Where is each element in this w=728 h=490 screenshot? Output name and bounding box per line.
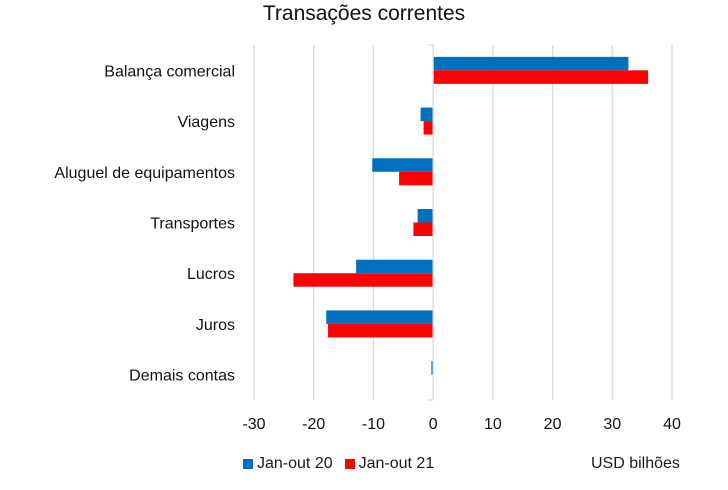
category-label: Aluguel de equipamentos bbox=[54, 165, 235, 182]
bar-jan-out-20 bbox=[326, 310, 434, 324]
category-labels: Balança comercial Viagens Aluguel de equip… bbox=[54, 63, 235, 384]
legend-swatch-series-2 bbox=[344, 459, 355, 469]
legend: Jan-out 20 Jan-out 21 bbox=[243, 455, 446, 473]
bar-jan-out-21 bbox=[328, 323, 434, 338]
legend-item-series-2: Jan-out 21 bbox=[344, 455, 435, 473]
x-tick-label: -10 bbox=[362, 416, 385, 433]
bar-jan-out-21 bbox=[433, 70, 649, 84]
bar-jan-out-21 bbox=[399, 171, 434, 186]
bar-jan-out-20 bbox=[431, 361, 434, 375]
chart-title: Transações correntes bbox=[262, 2, 466, 25]
x-tick-label: 30 bbox=[603, 416, 621, 433]
x-tick-label: 40 bbox=[663, 416, 681, 433]
category-label: Demais contas bbox=[129, 368, 235, 385]
x-tick-label: 0 bbox=[429, 416, 438, 433]
bar-jan-out-21 bbox=[423, 121, 434, 135]
category-label: Juros bbox=[196, 317, 235, 334]
bar-jan-out-21 bbox=[413, 222, 434, 236]
legend-label-series-2: Jan-out 21 bbox=[358, 455, 435, 472]
x-tick-label: -20 bbox=[302, 416, 325, 433]
legend-item-series-1: Jan-out 20 bbox=[243, 455, 333, 473]
bar-jan-out-21 bbox=[293, 273, 434, 287]
legend-label-series-1: Jan-out 20 bbox=[257, 455, 333, 472]
bars bbox=[293, 56, 649, 389]
zero-axis bbox=[428, 44, 434, 401]
bar-jan-out-20 bbox=[433, 56, 629, 71]
x-tick-label: -30 bbox=[242, 416, 265, 433]
category-label: Transportes bbox=[150, 216, 235, 233]
bar-jan-out-20 bbox=[372, 158, 434, 172]
x-tick-label: 20 bbox=[544, 416, 562, 433]
category-label: Viagens bbox=[177, 114, 235, 131]
x-tick-labels: -30 -20 -10 0 10 20 30 40 bbox=[242, 416, 681, 433]
bar-jan-out-20 bbox=[356, 259, 434, 274]
bar-jan-out-20 bbox=[417, 209, 434, 223]
legend-swatch-series-1 bbox=[243, 459, 253, 469]
bar-jan-out-20 bbox=[420, 107, 434, 122]
gridlines bbox=[253, 45, 673, 400]
x-axis-unit-label: USD bilhões bbox=[591, 455, 680, 472]
category-label: Balança comercial bbox=[104, 63, 235, 80]
x-tick-label: 10 bbox=[484, 416, 502, 433]
category-label: Lucros bbox=[187, 266, 235, 283]
